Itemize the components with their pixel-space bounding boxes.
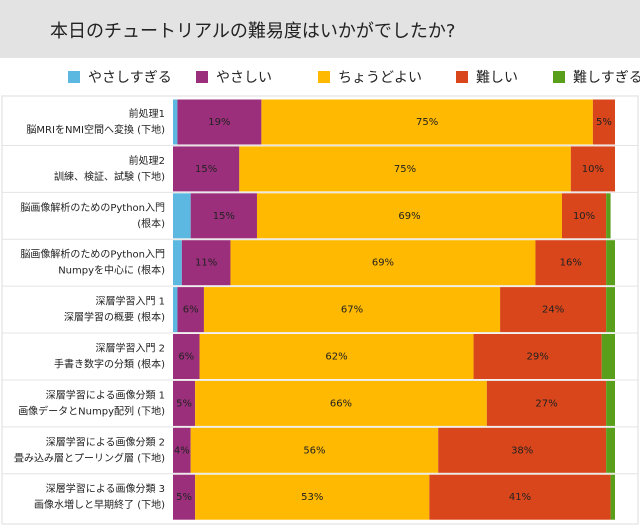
value-label: 53% xyxy=(301,492,323,503)
bar-segment xyxy=(606,287,615,333)
category-label: 画像データとNumpy配列 (下地) xyxy=(18,404,165,417)
bar-segment xyxy=(606,427,615,473)
bar-segment xyxy=(486,380,607,426)
value-label: 67% xyxy=(341,305,363,316)
bar-segment xyxy=(473,334,602,379)
bar-segment xyxy=(606,193,611,239)
legend-swatch xyxy=(68,71,80,83)
value-label: 11% xyxy=(195,258,217,269)
value-label: 24% xyxy=(542,305,564,316)
value-label: 56% xyxy=(303,445,325,456)
value-label: 16% xyxy=(560,258,582,269)
bar-segment xyxy=(592,99,615,145)
legend-label: 難しすぎる xyxy=(573,70,640,86)
legend-label: やさしい xyxy=(216,70,272,86)
category-label: 深層学習入門 1 xyxy=(95,295,165,308)
value-label: 69% xyxy=(398,211,420,222)
bar-segment xyxy=(535,240,607,286)
category-label: Numpyを中心に (根本) xyxy=(58,264,165,277)
category-label: 脳MRIをNMI空間へ変換 (下地) xyxy=(26,123,165,136)
bar-segment xyxy=(190,427,439,473)
value-label: 6% xyxy=(183,305,199,316)
category-label: 深層学習入門 2 xyxy=(95,342,165,355)
bar-segment xyxy=(203,287,501,333)
category-label: 前処理2 xyxy=(129,154,165,167)
value-label: 38% xyxy=(511,445,533,456)
title-band xyxy=(0,0,640,58)
value-label: 4% xyxy=(174,445,190,456)
value-label: 15% xyxy=(195,164,217,175)
bar-segment xyxy=(177,99,262,145)
value-label: 66% xyxy=(330,398,352,409)
value-label: 5% xyxy=(176,398,192,409)
bar-segment xyxy=(606,240,615,286)
legend-swatch xyxy=(553,71,565,83)
bar-segment xyxy=(195,474,430,520)
value-label: 29% xyxy=(527,352,549,363)
bar-segment xyxy=(199,334,474,379)
value-label: 15% xyxy=(213,211,235,222)
bar-segment xyxy=(195,380,487,426)
bar-segment xyxy=(190,193,257,239)
bar-segment xyxy=(173,474,196,520)
bar-segment xyxy=(177,287,204,333)
value-label: 75% xyxy=(394,164,416,175)
bar-segment xyxy=(256,193,562,239)
value-label: 69% xyxy=(372,258,394,269)
legend-swatch xyxy=(196,71,208,83)
value-label: 5% xyxy=(596,117,612,128)
chart-title: 本日のチュートリアルの難易度はいかがでしたか? xyxy=(50,21,455,42)
bar-segment xyxy=(261,99,593,145)
category-label: 画像水増しと早期終了 (下地) xyxy=(34,498,165,511)
bar-segment xyxy=(173,334,200,379)
legend-swatch xyxy=(318,71,330,83)
bar-segment xyxy=(429,474,611,520)
legend-swatch xyxy=(456,71,468,83)
bar-segment xyxy=(610,474,615,520)
bar-segment xyxy=(239,146,571,192)
category-label: 深層学習による画像分類 1 xyxy=(46,388,165,401)
category-label: 脳画像解析のためのPython入門 xyxy=(20,248,165,261)
value-label: 10% xyxy=(582,164,604,175)
category-label: 脳画像解析のためのPython入門 xyxy=(20,201,165,214)
category-label: (根本) xyxy=(137,217,165,230)
bar-segment xyxy=(173,240,182,286)
value-label: 5% xyxy=(176,492,192,503)
value-label: 41% xyxy=(509,492,531,503)
legend-label: やさしすぎる xyxy=(88,70,172,86)
bar-segment xyxy=(606,380,615,426)
bar-segment xyxy=(561,193,607,239)
value-label: 27% xyxy=(535,398,557,409)
legend-label: ちょうどよい xyxy=(338,70,422,86)
value-label: 19% xyxy=(208,117,230,128)
bar-segment xyxy=(173,427,191,473)
category-label: 訓練、検証、試験 (下地) xyxy=(54,170,165,183)
value-label: 75% xyxy=(416,117,438,128)
bar-segment xyxy=(438,427,607,473)
bar-segment xyxy=(230,240,536,286)
bar-segment xyxy=(173,193,191,239)
value-label: 6% xyxy=(178,352,194,363)
bar-segment xyxy=(173,380,196,426)
category-label: 手書き数字の分類 (根本) xyxy=(54,358,165,371)
category-label: 前処理1 xyxy=(129,107,165,120)
bar-segment xyxy=(173,146,240,192)
value-label: 10% xyxy=(573,211,595,222)
category-label: 畳み込み層とプーリング層 (下地) xyxy=(14,451,165,464)
bar-segment xyxy=(181,240,231,286)
value-label: 62% xyxy=(325,352,347,363)
category-label: 深層学習による画像分類 2 xyxy=(46,435,165,448)
bar-segment xyxy=(173,287,178,333)
bar-segment xyxy=(500,287,607,333)
category-label: 深層学習の概要 (根本) xyxy=(64,311,165,324)
plot-frame xyxy=(1,95,639,525)
legend-label: 難しい xyxy=(476,70,518,86)
bar-segment xyxy=(601,334,615,379)
bar-segment xyxy=(570,146,615,192)
category-label: 深層学習による画像分類 3 xyxy=(46,482,165,495)
bar-segment xyxy=(173,99,178,145)
